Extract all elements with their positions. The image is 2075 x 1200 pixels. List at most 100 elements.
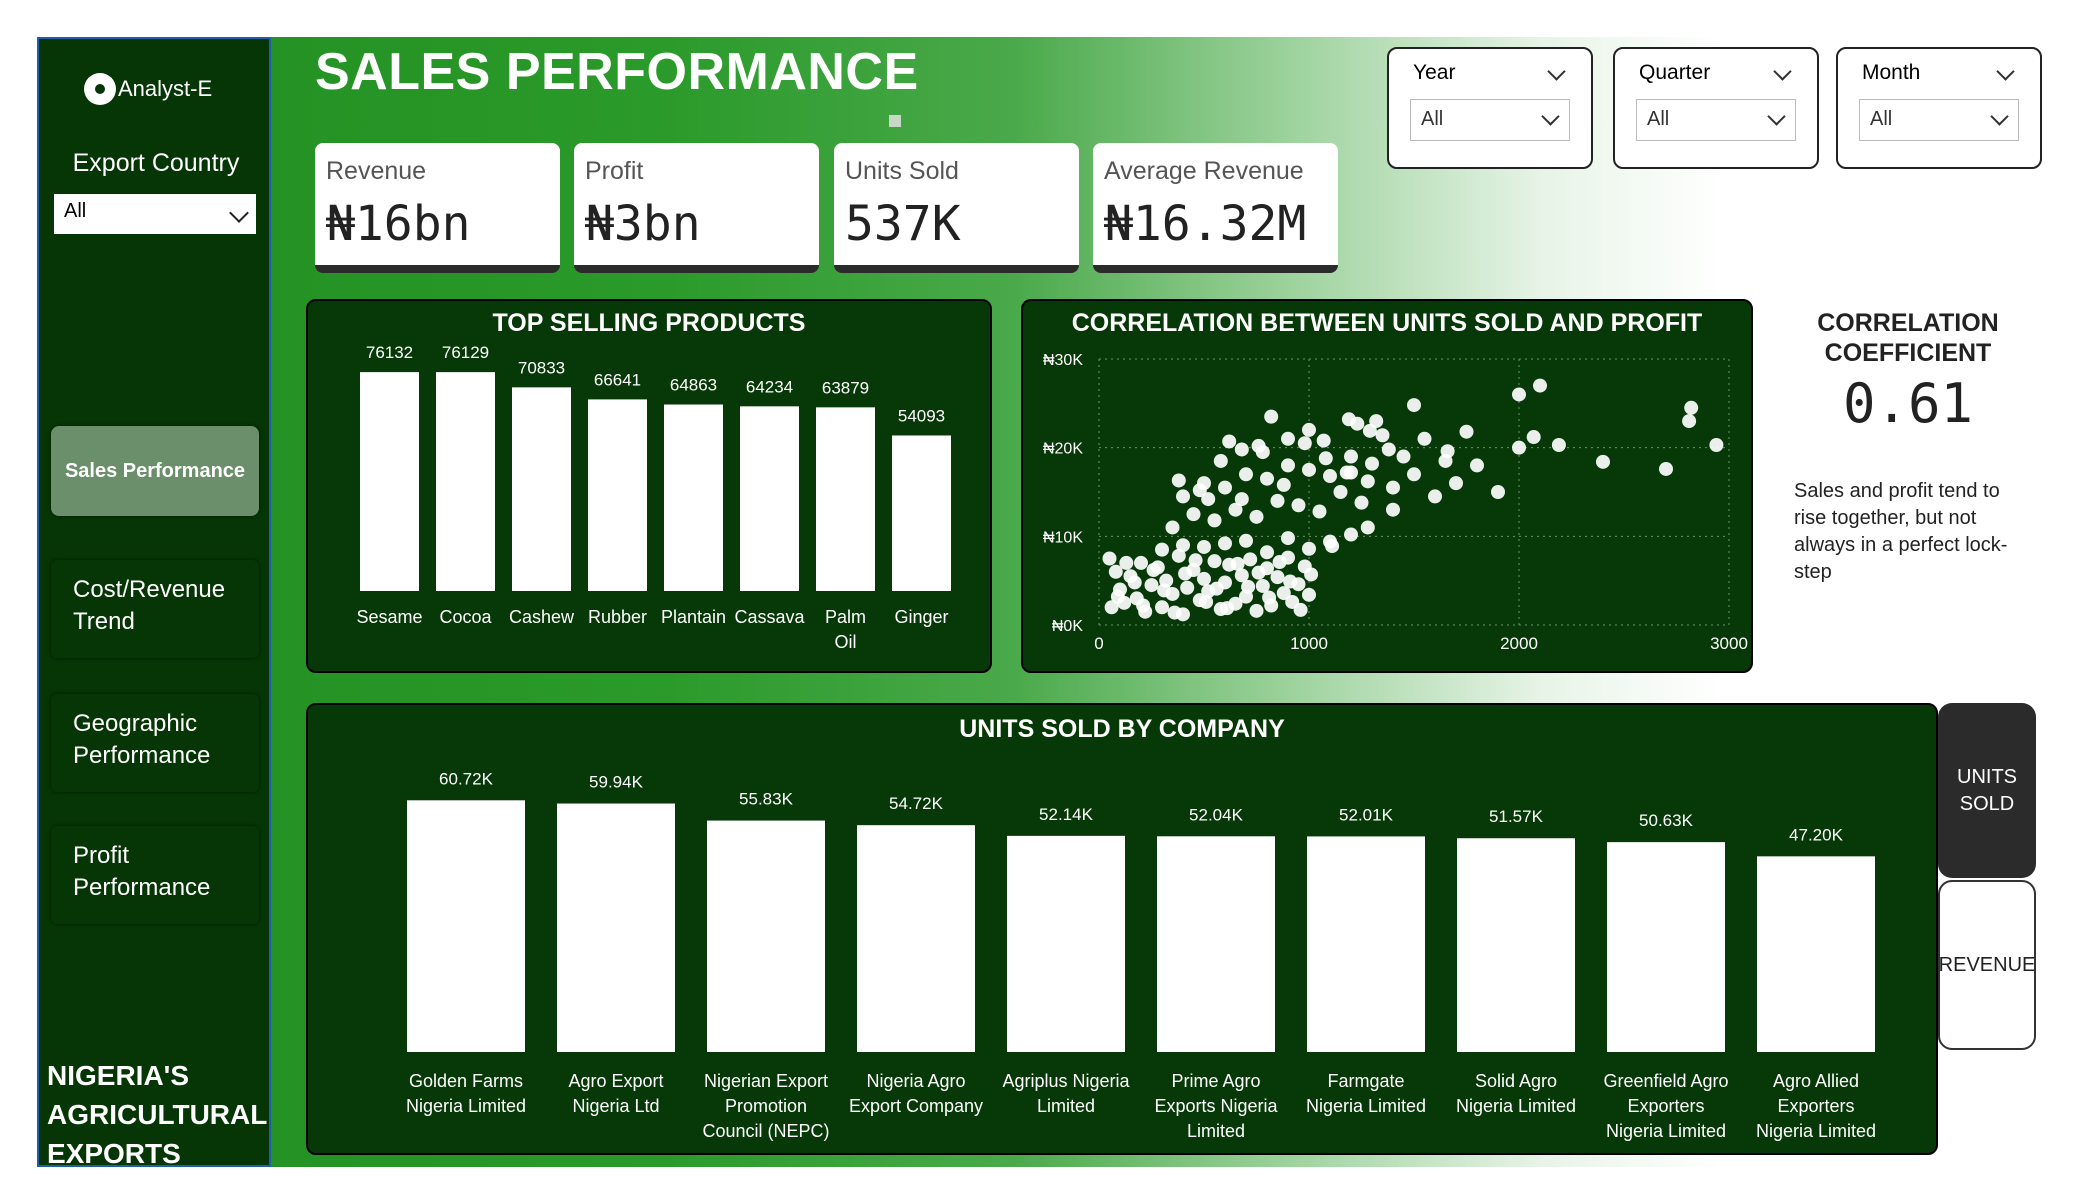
scatter-point	[1228, 502, 1243, 517]
category-label: Agro Allied	[1773, 1071, 1859, 1091]
scatter-point	[1407, 467, 1421, 482]
scatter-point	[1104, 600, 1119, 615]
scatter-point	[1470, 458, 1484, 473]
scatter-point	[1360, 520, 1375, 535]
x-tick-label: 0	[1094, 634, 1103, 653]
chart-title: CORRELATION BETWEEN UNITS SOLD AND PROFI…	[1071, 309, 1703, 337]
chevron-down-icon[interactable]	[1773, 62, 1792, 81]
nav-label: Sales Performance	[64, 459, 246, 482]
scatter-point	[1167, 605, 1182, 620]
scatter-point	[1659, 461, 1673, 476]
category-label: Nigeria Agro	[866, 1071, 965, 1091]
quarter-slicer[interactable]: Quarter All	[1613, 47, 1819, 169]
bar	[1007, 835, 1125, 1052]
bar	[857, 825, 975, 1052]
scatter-point	[1218, 480, 1232, 495]
category-label: Exporters	[1777, 1096, 1854, 1116]
scatter-point	[1684, 400, 1699, 415]
scatter-point	[1270, 493, 1285, 508]
bar	[1757, 856, 1875, 1052]
scatter-point	[1207, 554, 1222, 569]
units-sold-toggle[interactable]: UNITS SOLD	[1938, 703, 2036, 878]
year-slicer[interactable]: Year All	[1387, 47, 1593, 169]
bar	[1157, 836, 1275, 1052]
category-label: Solid Agro	[1475, 1071, 1557, 1091]
bar	[740, 406, 799, 591]
data-label: 51.57K	[1489, 807, 1544, 826]
scatter-point	[1428, 489, 1442, 504]
scatter-point	[1180, 580, 1195, 595]
correlation-note: Sales and profit tend to rise together, …	[1786, 470, 2030, 600]
month-slicer[interactable]: Month All	[1836, 47, 2042, 169]
category-label: Export Company	[849, 1096, 983, 1116]
scatter-point	[1234, 492, 1249, 507]
nav-geographic-performance[interactable]: Geographic Performance	[51, 694, 259, 792]
scatter-point	[1243, 552, 1258, 567]
scatter-point	[1270, 570, 1285, 585]
scatter-point	[1344, 465, 1358, 480]
chevron-down-icon[interactable]	[1996, 62, 2015, 81]
kpi-units-sold-card: Units Sold 537K	[834, 143, 1079, 273]
chevron-down-icon[interactable]	[1547, 62, 1566, 81]
data-label: 50.63K	[1639, 811, 1694, 830]
scatter-point	[1260, 471, 1274, 486]
top-products-panel: TOP SELLING PRODUCTS 76132 Sesame 76129 Coc…	[306, 299, 992, 673]
revenue-toggle[interactable]: REVENUE	[1938, 880, 2036, 1050]
scatter-point	[1176, 538, 1190, 553]
category-label: Golden Farms	[409, 1071, 523, 1091]
data-label: 59.94K	[589, 773, 644, 792]
nav-sales-performance[interactable]: Sales Performance	[51, 426, 259, 516]
slicer-title: Month	[1862, 61, 1921, 84]
scatter-chart: 0 1000 2000 3000 ₦0K ₦10K ₦20K ₦30K	[1043, 352, 1748, 653]
data-label: 76129	[442, 343, 489, 362]
scatter-point	[1264, 409, 1279, 424]
chevron-down-icon	[1541, 107, 1560, 126]
scatter-point	[1533, 378, 1547, 393]
y-tick-label: ₦20K	[1043, 441, 1083, 458]
scatter-point	[1386, 480, 1400, 495]
scatter-point	[1304, 567, 1319, 582]
slicer-value: All	[1870, 108, 1893, 130]
nav-profit-performance[interactable]: Profit Performance	[51, 826, 259, 924]
category-label: Plantain	[661, 607, 726, 627]
scatter-point	[1318, 451, 1333, 466]
scatter-point	[1102, 551, 1117, 566]
export-country-dropdown[interactable]: All	[54, 194, 256, 234]
category-label: Council (NEPC)	[702, 1121, 829, 1141]
scatter-point	[1312, 504, 1327, 519]
scatter-point	[1333, 485, 1348, 499]
scatter-point	[1551, 438, 1566, 453]
data-label: 76132	[366, 343, 413, 362]
bar	[664, 404, 723, 591]
nav-label: Geographic Performance	[73, 710, 211, 770]
month-dropdown[interactable]: All	[1859, 99, 2019, 141]
bar	[588, 399, 647, 591]
scatter-point	[1144, 578, 1159, 593]
scatter-point	[1155, 600, 1169, 615]
data-label: 54093	[898, 406, 945, 425]
scatter-point	[1709, 438, 1724, 453]
year-dropdown[interactable]: All	[1410, 99, 1570, 141]
data-label: 47.20K	[1789, 825, 1844, 844]
quarter-dropdown[interactable]: All	[1636, 99, 1796, 141]
scatter-point	[1344, 449, 1358, 464]
scatter-point	[1449, 476, 1463, 491]
nav-cost-revenue-trend[interactable]: Cost/Revenue Trend	[51, 560, 259, 658]
category-label: Palm	[825, 607, 866, 627]
scatter-point	[1381, 442, 1396, 457]
scatter-point	[1251, 438, 1266, 453]
x-tick-label: 2000	[1500, 634, 1538, 653]
scatter-point	[1197, 539, 1211, 554]
category-label: Nigeria Limited	[1756, 1121, 1876, 1141]
corr-title-line: COEFFICIENT	[1824, 339, 1992, 367]
kpi-label: Revenue	[326, 157, 427, 185]
app-logo: Analyst-E	[84, 73, 212, 105]
toggle-label: REVENUE	[1938, 953, 2036, 976]
category-label: Nigerian Export	[704, 1071, 828, 1091]
slicer-value: All	[1421, 108, 1444, 130]
scatter-point	[1375, 428, 1390, 443]
scatter-point	[1291, 498, 1306, 513]
scatter-point	[1459, 424, 1474, 439]
scatter-point	[1440, 444, 1455, 459]
scatter-point	[1396, 449, 1411, 464]
